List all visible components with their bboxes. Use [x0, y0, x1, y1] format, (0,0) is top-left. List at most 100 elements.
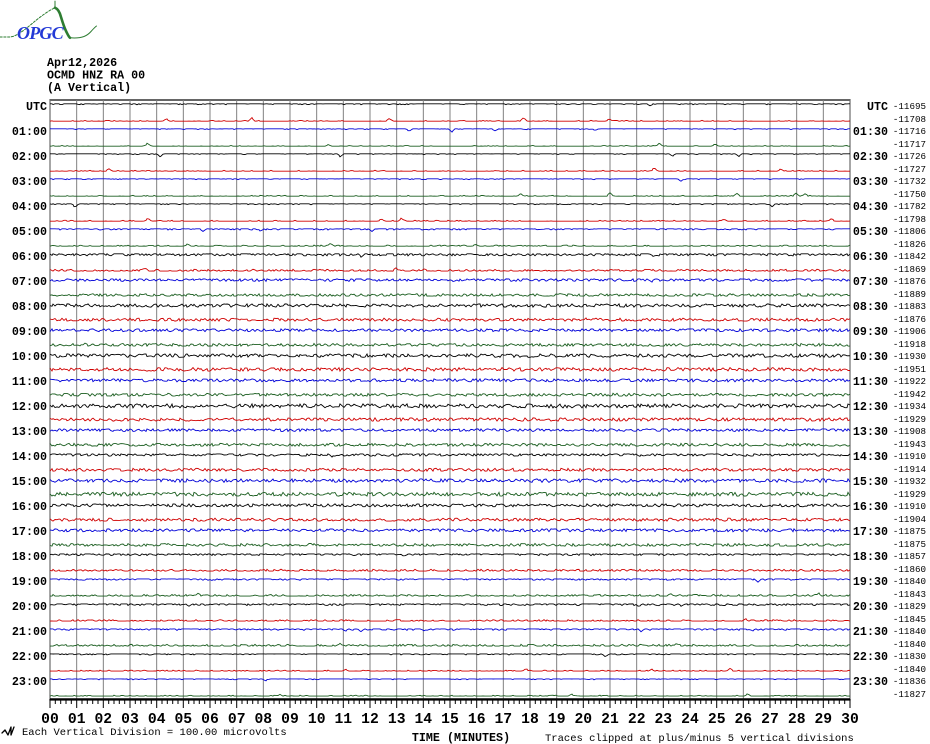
svg-text:19:00: 19:00 — [12, 575, 47, 589]
svg-text:23:30: 23:30 — [853, 675, 888, 689]
svg-text:-11840: -11840 — [893, 639, 926, 650]
svg-text:14:30: 14:30 — [853, 450, 888, 464]
svg-text:29: 29 — [814, 712, 832, 728]
svg-text:-11883: -11883 — [893, 301, 926, 312]
svg-text:-11860: -11860 — [893, 564, 926, 575]
svg-text:14: 14 — [414, 712, 432, 728]
svg-text:-11827: -11827 — [893, 689, 926, 700]
svg-text:08: 08 — [254, 712, 272, 728]
svg-text:-11918: -11918 — [893, 339, 926, 350]
svg-text:18:00: 18:00 — [12, 550, 47, 564]
svg-text:01:00: 01:00 — [12, 125, 47, 139]
svg-text:21:00: 21:00 — [12, 625, 47, 639]
svg-text:10: 10 — [308, 712, 326, 728]
svg-text:07:30: 07:30 — [853, 275, 888, 289]
svg-text:02:00: 02:00 — [12, 150, 47, 164]
svg-text:-11732: -11732 — [893, 176, 926, 187]
svg-text:-11889: -11889 — [893, 289, 926, 300]
svg-text:-11798: -11798 — [893, 214, 926, 225]
svg-text:22: 22 — [628, 712, 646, 728]
svg-text:25: 25 — [708, 712, 726, 728]
svg-text:-11876: -11876 — [893, 314, 926, 325]
svg-text:24: 24 — [681, 712, 699, 728]
svg-text:05:30: 05:30 — [853, 225, 888, 239]
svg-text:17: 17 — [494, 712, 512, 728]
svg-text:11:00: 11:00 — [12, 375, 47, 389]
svg-text:Traces clipped at plus/minus 5: Traces clipped at plus/minus 5 vertical … — [545, 733, 854, 744]
svg-text:-11708: -11708 — [893, 114, 926, 125]
svg-text:-11836: -11836 — [893, 676, 926, 687]
svg-text:-11717: -11717 — [893, 139, 926, 150]
svg-text:-11869: -11869 — [893, 264, 926, 275]
svg-text:02: 02 — [94, 712, 112, 728]
svg-text:04: 04 — [148, 712, 166, 728]
svg-text:09:30: 09:30 — [853, 325, 888, 339]
svg-text:-11910: -11910 — [893, 451, 926, 462]
svg-text:-11930: -11930 — [893, 351, 926, 362]
svg-text:27: 27 — [761, 712, 779, 728]
svg-text:06:00: 06:00 — [12, 250, 47, 264]
svg-text:11: 11 — [334, 712, 352, 728]
svg-text:16: 16 — [468, 712, 486, 728]
svg-text:17:00: 17:00 — [12, 525, 47, 539]
svg-text:15: 15 — [441, 712, 459, 728]
svg-text:05:00: 05:00 — [12, 225, 47, 239]
svg-text:-11842: -11842 — [893, 251, 926, 262]
svg-text:20: 20 — [574, 712, 592, 728]
svg-text:10:00: 10:00 — [12, 350, 47, 364]
svg-text:09:00: 09:00 — [12, 325, 47, 339]
svg-text:-11695: -11695 — [893, 101, 926, 112]
svg-text:06: 06 — [201, 712, 219, 728]
svg-text:28: 28 — [788, 712, 806, 728]
svg-text:-11875: -11875 — [893, 526, 926, 537]
svg-text:17:30: 17:30 — [853, 525, 888, 539]
svg-text:15:30: 15:30 — [853, 475, 888, 489]
svg-text:13: 13 — [388, 712, 406, 728]
svg-text:12:00: 12:00 — [12, 400, 47, 414]
svg-text:08:00: 08:00 — [12, 300, 47, 314]
svg-text:05: 05 — [174, 712, 192, 728]
svg-text:-11929: -11929 — [893, 414, 926, 425]
svg-text:(A Vertical): (A Vertical) — [47, 81, 131, 95]
svg-text:21: 21 — [601, 712, 619, 728]
svg-text:-11943: -11943 — [893, 439, 926, 450]
svg-text:-11922: -11922 — [893, 376, 926, 387]
svg-text:01: 01 — [68, 712, 86, 728]
svg-text:-11806: -11806 — [893, 226, 926, 237]
svg-text:-11830: -11830 — [893, 651, 926, 662]
svg-text:-11840: -11840 — [893, 626, 926, 637]
svg-text:22:30: 22:30 — [853, 650, 888, 664]
svg-text:07: 07 — [228, 712, 246, 728]
svg-text:30: 30 — [841, 712, 859, 728]
svg-text:09: 09 — [281, 712, 299, 728]
svg-text:UTC: UTC — [867, 100, 888, 114]
svg-text:OPGC: OPGC — [17, 23, 65, 43]
svg-text:15:00: 15:00 — [12, 475, 47, 489]
svg-text:-11932: -11932 — [893, 476, 926, 487]
svg-text:00: 00 — [41, 712, 59, 728]
svg-text:-11857: -11857 — [893, 551, 926, 562]
svg-text:11:30: 11:30 — [853, 375, 888, 389]
svg-text:-11840: -11840 — [893, 664, 926, 675]
svg-text:22:00: 22:00 — [12, 650, 47, 664]
svg-text:16:00: 16:00 — [12, 500, 47, 514]
svg-text:-11942: -11942 — [893, 389, 926, 400]
svg-text:-11951: -11951 — [893, 364, 927, 375]
svg-text:26: 26 — [734, 712, 752, 728]
svg-text:-11843: -11843 — [893, 589, 926, 600]
svg-text:08:30: 08:30 — [853, 300, 888, 314]
svg-text:10:30: 10:30 — [853, 350, 888, 364]
svg-text:-11716: -11716 — [893, 126, 926, 137]
svg-text:20:00: 20:00 — [12, 600, 47, 614]
svg-text:19:30: 19:30 — [853, 575, 888, 589]
svg-text:03:00: 03:00 — [12, 175, 47, 189]
svg-text:-11826: -11826 — [893, 239, 926, 250]
svg-text:12:30: 12:30 — [853, 400, 888, 414]
svg-text:-11908: -11908 — [893, 426, 926, 437]
svg-text:-11929: -11929 — [893, 489, 926, 500]
svg-text:-11934: -11934 — [893, 401, 927, 412]
svg-text:06:30: 06:30 — [853, 250, 888, 264]
svg-text:-11875: -11875 — [893, 539, 926, 550]
svg-text:12: 12 — [361, 712, 379, 728]
svg-text:23:00: 23:00 — [12, 675, 47, 689]
